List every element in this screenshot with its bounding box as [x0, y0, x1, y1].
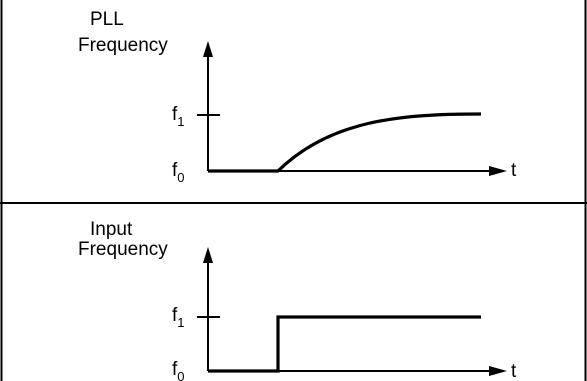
input-frequency-panel: Input Frequency t f1 f0 — [78, 219, 517, 381]
pll-y-axis-arrow — [203, 41, 213, 57]
pll-label-line2: Frequency — [78, 35, 168, 56]
pll-label-line1: PLL — [90, 9, 124, 30]
pll-frequency-panel: PLL Frequency t f1 f0 — [78, 9, 517, 185]
input-time-axis-label: t — [511, 361, 517, 381]
input-y-axis-arrow — [203, 247, 213, 263]
pll-frequency-curve — [208, 112, 482, 173]
input-label-line1: Input — [90, 219, 133, 240]
pll-time-axis-arrow — [489, 166, 507, 176]
input-frequency-step — [208, 315, 481, 373]
input-label-line2: Frequency — [78, 239, 168, 260]
input-f0-label: f0 — [172, 359, 185, 381]
input-time-axis-arrow — [489, 366, 507, 376]
pll-time-axis-label: t — [511, 160, 517, 181]
pll-f1-label: f1 — [172, 104, 185, 129]
input-f1-label: f1 — [172, 305, 185, 330]
pll-f0-label: f0 — [172, 160, 185, 185]
